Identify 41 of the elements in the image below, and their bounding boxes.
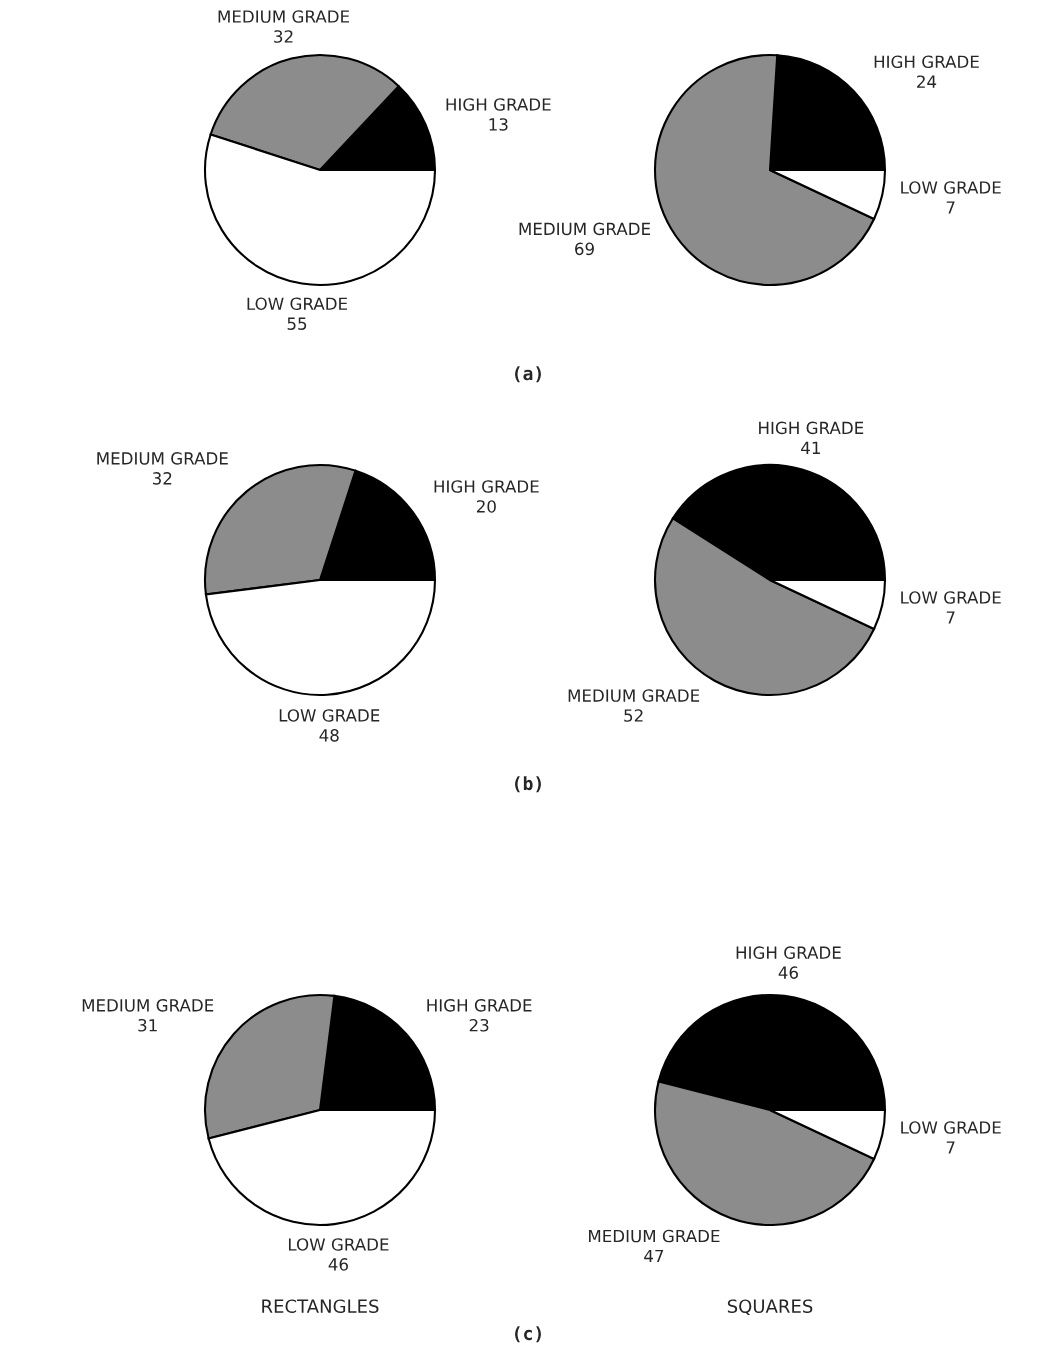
data-label: 32 (152, 472, 172, 485)
slice-label: LOW GRADE (279, 709, 380, 722)
slice-label: LOW GRADE (247, 297, 348, 311)
data-label: 13 (489, 118, 508, 131)
data-label: 47 (644, 1249, 664, 1263)
text: (c) (515, 1326, 541, 1343)
slice-label: MEDIUM GRADE (82, 999, 214, 1012)
data-label: 7 (946, 611, 955, 624)
data-label: 52 (624, 709, 643, 722)
text: (a) (515, 366, 541, 383)
data-label: 32 (274, 30, 293, 43)
slice-label: MEDIUM GRADE (589, 1229, 720, 1243)
data-label: 31 (138, 1018, 157, 1032)
data-label: 23 (469, 1018, 489, 1032)
data-label: 48 (319, 729, 339, 742)
slice-label: MEDIUM GRADE (218, 10, 350, 23)
data-label: 7 (946, 1141, 955, 1154)
slice-label: MEDIUM GRADE (97, 452, 228, 465)
data-label: 41 (801, 441, 820, 454)
slice-label: LOW GRADE (901, 1121, 1001, 1134)
slice-label: LOW GRADE (901, 591, 1001, 604)
data-label: 46 (328, 1258, 348, 1271)
text: SQUARES (727, 1299, 813, 1316)
slice-label: HIGH GRADE (427, 999, 532, 1012)
slice-label: HIGH GRADE (736, 946, 841, 959)
data-label: 20 (476, 500, 496, 513)
slice-label: HIGH GRADE (434, 480, 539, 493)
text: RECTANGLES (262, 1299, 379, 1314)
data-label: 24 (917, 75, 937, 88)
data-label: 55 (287, 317, 307, 330)
data-label: 46 (778, 966, 798, 979)
data-label: 69 (575, 242, 594, 256)
slice-label: HIGH GRADE (446, 98, 551, 111)
slice-label: HIGH GRADE (759, 421, 864, 435)
data-label: 7 (946, 201, 955, 214)
slice-label: HIGH GRADE (874, 55, 979, 69)
slice-label: LOW GRADE (901, 181, 1001, 194)
slice-label: MEDIUM GRADE (568, 689, 700, 702)
slice-label: MEDIUM GRADE (519, 222, 651, 236)
slice-label: LOW GRADE (288, 1238, 389, 1251)
text: (b) (515, 776, 541, 793)
